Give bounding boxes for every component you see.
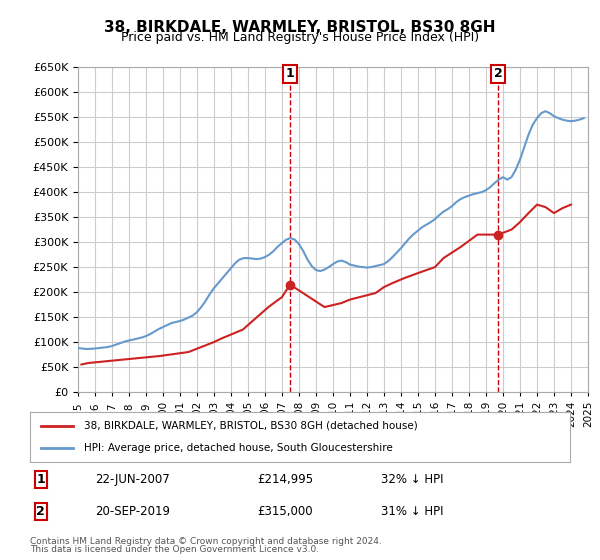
Text: 1: 1 (286, 67, 295, 80)
Text: 31% ↓ HPI: 31% ↓ HPI (381, 505, 443, 519)
Text: Price paid vs. HM Land Registry's House Price Index (HPI): Price paid vs. HM Land Registry's House … (121, 31, 479, 44)
Text: 38, BIRKDALE, WARMLEY, BRISTOL, BS30 8GH (detached house): 38, BIRKDALE, WARMLEY, BRISTOL, BS30 8GH… (84, 421, 418, 431)
Text: This data is licensed under the Open Government Licence v3.0.: This data is licensed under the Open Gov… (30, 545, 319, 554)
Text: 2: 2 (494, 67, 503, 80)
Text: 20-SEP-2019: 20-SEP-2019 (95, 505, 170, 519)
Text: Contains HM Land Registry data © Crown copyright and database right 2024.: Contains HM Land Registry data © Crown c… (30, 537, 382, 546)
Text: £315,000: £315,000 (257, 505, 313, 519)
Text: 38, BIRKDALE, WARMLEY, BRISTOL, BS30 8GH: 38, BIRKDALE, WARMLEY, BRISTOL, BS30 8GH (104, 20, 496, 35)
Text: 32% ↓ HPI: 32% ↓ HPI (381, 473, 443, 486)
Text: 22-JUN-2007: 22-JUN-2007 (95, 473, 170, 486)
Text: £214,995: £214,995 (257, 473, 313, 486)
Text: 2: 2 (37, 505, 45, 519)
Text: HPI: Average price, detached house, South Gloucestershire: HPI: Average price, detached house, Sout… (84, 443, 393, 453)
Text: 1: 1 (37, 473, 45, 486)
